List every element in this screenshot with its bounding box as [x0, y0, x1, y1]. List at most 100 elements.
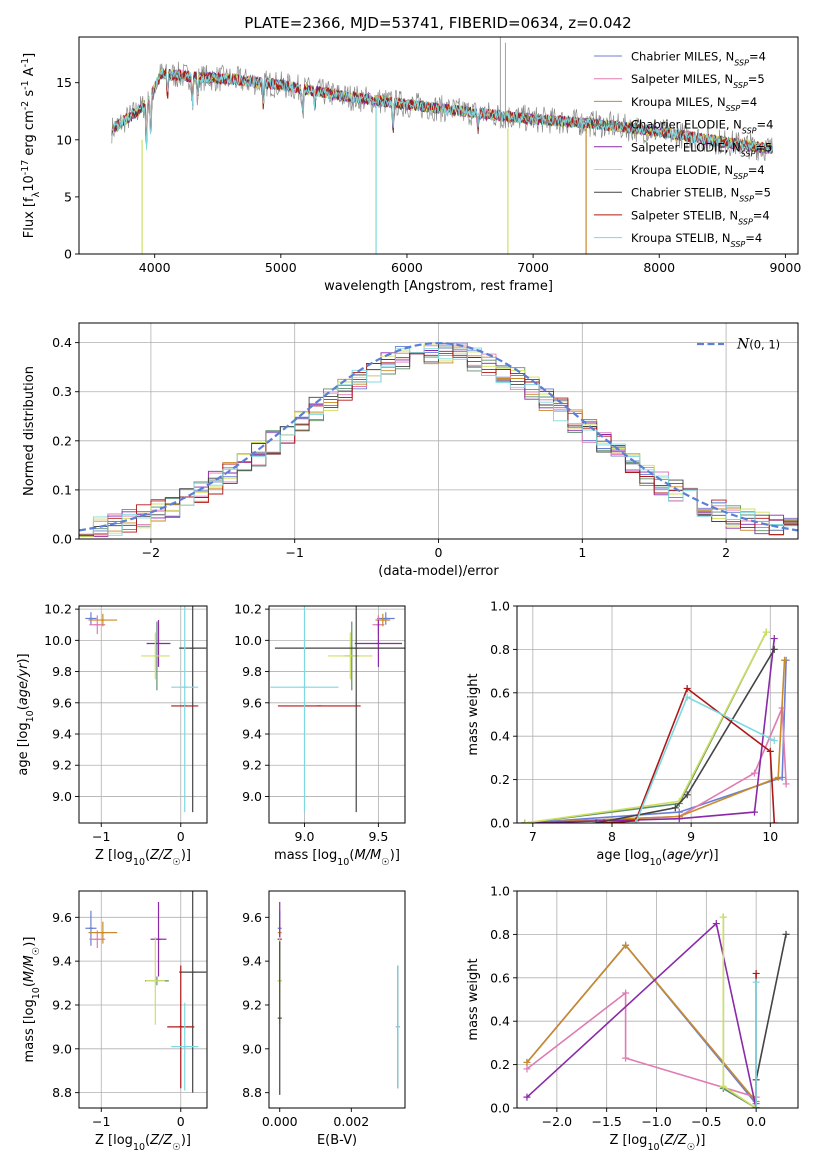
age-vs-Z-ytick-label-0: 9.0	[52, 789, 72, 804]
weight-vs-age-marker-7-2	[683, 684, 691, 692]
age-vs-Z-plot-area	[85, 606, 207, 813]
age-vs-mass-ytick-label-5: 10.0	[234, 633, 262, 648]
mass-vs-EBV-ytick-label-0: 8.8	[242, 1085, 262, 1100]
legend-label-6: Chabrier STELIB, NSSP=5	[631, 186, 771, 204]
spectrum-ytick-label-3: 15	[56, 75, 72, 90]
weight-vs-Z-marker-4-1	[712, 920, 720, 928]
age-vs-mass-xtick-label-0: 9.0	[295, 829, 315, 844]
weight-vs-Z-plot-area	[523, 913, 790, 1108]
weight-vs-age-xtick-label-0: 7	[529, 829, 537, 844]
mass-vs-EBV-frame	[268, 890, 406, 1109]
weight-vs-age-ytick-label-5: 1.0	[490, 599, 510, 614]
spectrum-xtick-label-2: 6000	[391, 260, 423, 275]
age-vs-mass-ytick-label-2: 9.4	[242, 727, 262, 742]
weight-vs-Z-ytick-label-2: 0.4	[490, 1014, 510, 1029]
age-vs-Z-frame	[78, 605, 208, 824]
weight-vs-age-ytick-label-0: 0.0	[490, 816, 510, 831]
weight-vs-age-series-4	[524, 638, 776, 823]
weight-vs-age-plot-area	[521, 628, 790, 823]
age-vs-Z-xtick-label-0: −1	[92, 829, 110, 844]
mass-vs-Z-ylabel: mass [log10(M/M☉)]	[22, 937, 42, 1063]
age-vs-mass-plot-area	[270, 606, 405, 813]
residuals-xtick-label-4: 2	[722, 545, 730, 560]
weight-vs-age-ytick-label-1: 0.2	[490, 772, 510, 787]
spectrum-xtick-label-1: 5000	[265, 260, 297, 275]
weight-vs-age-marker-7-0	[600, 819, 608, 823]
weight-vs-Z-ytick-label-4: 0.8	[490, 927, 510, 942]
weight-vs-Z-xtick-label-1: −1.5	[592, 1114, 622, 1129]
weight-vs-Z-marker-5-1	[719, 1082, 727, 1090]
weight-vs-Z-ytick-label-0: 0.0	[490, 1101, 510, 1116]
weight-vs-Z-marker-2-1	[622, 941, 630, 949]
spectrum-ylabel: Flux [fλ10-17 erg cm-2 s-1 A-1]	[20, 53, 42, 238]
residuals-ylabel: Normed distribution	[22, 366, 37, 496]
age-vs-Z-xlabel: Z [log10(Z/Z☉)]	[95, 848, 191, 868]
mass-vs-EBV-xtick-label-0: 0.000	[262, 1114, 298, 1129]
mass-vs-Z-plot-area	[85, 891, 207, 1093]
age-vs-Z-ytick-label-3: 9.6	[52, 695, 72, 710]
figure-title: PLATE=2366, MJD=53741, FIBERID=0634, z=0…	[244, 14, 631, 32]
age-vs-mass-ytick-label-4: 9.8	[242, 664, 262, 679]
weight-vs-age-ytick-label-4: 0.8	[490, 642, 510, 657]
weight-vs-age-marker-6-0	[592, 819, 600, 823]
age-vs-Z-ytick-label-1: 9.2	[52, 758, 72, 773]
weight-vs-age-marker-6-3	[770, 645, 778, 653]
legend-label-5: Kroupa ELODIE, NSSP=4	[631, 163, 765, 181]
mass-vs-Z-xtick-label-0: −1	[92, 1114, 110, 1129]
spectrum-ytick-label-1: 5	[64, 189, 72, 204]
residuals-ytick-label-2: 0.2	[52, 433, 72, 448]
mass-vs-EBV-ytick-label-4: 9.6	[242, 910, 262, 925]
spectrum-plot-area	[111, 37, 773, 254]
weight-vs-age-marker-7-3	[766, 747, 774, 755]
weight-vs-Z-ytick-label-3: 0.6	[490, 970, 510, 985]
weight-vs-age-marker-4-1	[675, 815, 683, 823]
weight-vs-age-marker-6-1	[671, 804, 679, 812]
weight-vs-age-xtick-label-1: 8	[608, 829, 616, 844]
weight-vs-age-series-2	[524, 660, 786, 823]
age-vs-mass-ytick-label-1: 9.2	[242, 758, 262, 773]
weight-vs-age-marker-2-2	[774, 773, 782, 781]
reference-legend-label: N(0, 1)	[736, 337, 780, 353]
age-vs-mass-ytick-label-0: 9.0	[242, 789, 262, 804]
mass-vs-Z-ytick-label-2: 9.2	[52, 997, 72, 1012]
weight-vs-Z-marker-8-0	[752, 1104, 760, 1108]
reference-gaussian-line	[79, 342, 798, 532]
spectrum-ytick-label-2: 10	[56, 132, 72, 147]
spectrum-xtick-label-5: 9000	[769, 260, 801, 275]
spectrum-xtick-label-4: 8000	[643, 260, 675, 275]
weight-vs-Z-ytick-label-5: 1.0	[490, 884, 510, 899]
residuals-xlabel: (data-model)/error	[378, 564, 499, 579]
age-vs-Z-ytick-label-2: 9.4	[52, 727, 72, 742]
weight-vs-Z-marker-4-0	[523, 1093, 531, 1101]
weight-vs-Z-marker-1-2	[622, 1054, 630, 1062]
weight-vs-Z-xtick-label-2: −1.0	[641, 1114, 671, 1129]
weight-vs-Z-xtick-label-3: −0.5	[691, 1114, 721, 1129]
age-vs-mass-frame	[268, 605, 406, 824]
residuals-xtick-label-0: −2	[142, 545, 160, 560]
mass-vs-Z-ytick-label-1: 9.0	[52, 1041, 72, 1056]
weight-vs-age-marker-7-4	[770, 819, 778, 823]
mass-vs-Z-xtick-label-1: 0	[177, 1114, 185, 1129]
weight-vs-age-marker-4-3	[770, 635, 778, 643]
mass-vs-Z-frame	[78, 890, 208, 1109]
weight-vs-age-xtick-label-3: 10	[762, 829, 778, 844]
weight-vs-Z-marker-6-2	[782, 930, 790, 938]
weight-vs-Z-xlabel: Z [log10(Z/Z☉)]	[609, 1133, 705, 1153]
mass-vs-EBV-xtick-label-1: 0.002	[333, 1114, 369, 1129]
spectrum-xtick-label-3: 7000	[517, 260, 549, 275]
weight-vs-age-marker-6-2	[683, 791, 691, 799]
mass-vs-EBV-ytick-label-2: 9.2	[242, 997, 262, 1012]
weight-vs-Z-marker-2-0	[523, 1058, 531, 1066]
residuals-xtick-label-1: −1	[285, 545, 303, 560]
age-vs-Z-ytick-label-5: 10.0	[44, 633, 72, 648]
weight-vs-age-marker-2-3	[781, 656, 789, 664]
age-vs-mass-ytick-label-6: 10.2	[234, 602, 262, 617]
mass-vs-EBV-xlabel: E(B-V)	[317, 1133, 357, 1148]
weight-vs-age-marker-8-0	[632, 819, 640, 823]
weight-vs-Z-ytick-label-1: 0.2	[490, 1057, 510, 1072]
mass-vs-Z-ytick-label-4: 9.6	[52, 910, 72, 925]
age-vs-Z-xtick-label-1: 0	[177, 829, 185, 844]
weight-vs-age-series-0	[524, 660, 787, 823]
residuals-plot-area	[79, 342, 798, 537]
spectrum-frame	[78, 36, 799, 255]
